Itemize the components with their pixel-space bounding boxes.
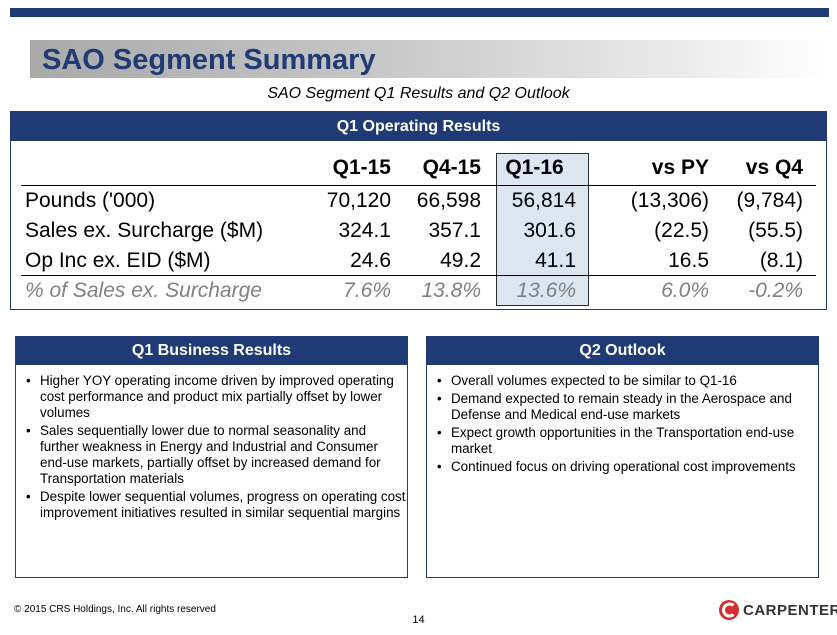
business-results-panel: Q1 Business Results • Higher YOY operatin… xyxy=(15,336,408,578)
bullet-icon: • xyxy=(437,391,442,406)
table-cell: (8.1) xyxy=(759,249,803,272)
list-item: • Overall volumes expected to be similar … xyxy=(437,373,737,388)
row-label-pct-sales: % of Sales ex. Surcharge xyxy=(25,279,262,302)
col-header-vs-q4: vs Q4 xyxy=(745,156,803,179)
table-row: Pounds ('000) 70,120 66,598 56,814 (13,3… xyxy=(11,186,826,216)
q2-outlook-panel: Q2 Outlook • Overall volumes expected to … xyxy=(426,336,819,578)
list-item: • Sales sequentially lower due to normal … xyxy=(26,423,381,486)
table-cell: (13,306) xyxy=(630,189,709,212)
table-cell: 13.8% xyxy=(421,279,481,302)
list-item: • Demand expected to remain steady in the… xyxy=(437,391,792,422)
table-cell: 357.1 xyxy=(428,219,481,242)
table-cell: 6.0% xyxy=(661,279,709,302)
row-label-pounds: Pounds ('000) xyxy=(25,189,156,212)
table-cell: 49.2 xyxy=(440,249,481,272)
table-cell: 16.5 xyxy=(668,249,709,272)
page-number: 14 xyxy=(412,614,425,626)
list-item: • Continued focus on driving operational … xyxy=(437,459,796,474)
col-header-q4-15: Q4-15 xyxy=(422,156,481,179)
top-accent-bar xyxy=(10,8,829,17)
title-banner: SAO Segment Summary xyxy=(30,40,828,78)
column-header-row: Q1-15 Q4-15 Q1-16 vs PY vs Q4 xyxy=(11,150,826,186)
results-grid: Q1-15 Q4-15 Q1-16 vs PY vs Q4 Pounds ('0… xyxy=(11,150,826,306)
q2-outlook-list: • Overall volumes expected to be similar … xyxy=(427,373,818,475)
col-header-q1-16: Q1-16 xyxy=(505,156,564,179)
copyright-notice: © 2015 CRS Holdings, Inc. All rights res… xyxy=(14,604,216,615)
header-rule xyxy=(21,185,816,186)
q2-outlook-header: Q2 Outlook xyxy=(427,337,818,365)
row-label-sales: Sales ex. Surcharge ($M) xyxy=(25,219,264,242)
page-title: SAO Segment Summary xyxy=(42,44,376,76)
list-item: • Despite lower sequential volumes, progr… xyxy=(26,489,406,520)
carpenter-logo-icon xyxy=(719,600,739,620)
table-cell: 56,814 xyxy=(511,189,576,212)
operating-results-table: Q1 Operating Results Q1-15 Q4-15 Q1-16 v… xyxy=(10,111,827,310)
table-cell: 70,120 xyxy=(326,189,391,212)
list-item: • Expect growth opportunities in the Tran… xyxy=(437,425,795,456)
table-cell: 13.6% xyxy=(516,279,576,302)
table-row: % of Sales ex. Surcharge 7.6% 13.8% 13.6… xyxy=(11,276,826,306)
table-row: Sales ex. Surcharge ($M) 324.1 357.1 301… xyxy=(11,216,826,246)
table-row: Op Inc ex. EID ($M) 24.6 49.2 41.1 16.5 … xyxy=(11,246,826,276)
bullet-icon: • xyxy=(437,425,442,440)
page-subtitle: SAO Segment Q1 Results and Q2 Outlook xyxy=(267,85,570,102)
list-item: • Higher YOY operating income driven by i… xyxy=(26,373,394,420)
col-header-q1-15: Q1-15 xyxy=(332,156,391,179)
table-cell: 41.1 xyxy=(535,249,576,272)
table-cell: (55.5) xyxy=(748,219,803,242)
table-cell: 24.6 xyxy=(350,249,391,272)
bullet-icon: • xyxy=(26,373,31,388)
carpenter-logo: CARPENTER xyxy=(718,599,837,621)
table-cell: (22.5) xyxy=(654,219,709,242)
business-results-header: Q1 Business Results xyxy=(16,337,407,365)
table-cell: (9,784) xyxy=(736,189,803,212)
pct-rule xyxy=(21,275,816,276)
business-results-list: • Higher YOY operating income driven by i… xyxy=(16,373,407,521)
bullet-icon: • xyxy=(26,423,31,438)
bullet-icon: • xyxy=(437,459,442,474)
bullet-icon: • xyxy=(26,489,31,504)
operating-results-header: Q1 Operating Results xyxy=(11,112,826,141)
col-header-vs-py: vs PY xyxy=(651,156,709,179)
bullet-icon: • xyxy=(437,373,442,388)
table-cell: 7.6% xyxy=(343,279,391,302)
row-label-op-inc: Op Inc ex. EID ($M) xyxy=(25,249,211,272)
brand-name: CARPENTER xyxy=(743,601,837,619)
table-cell: 301.6 xyxy=(523,219,576,242)
q1-16-highlight-column xyxy=(496,153,589,306)
table-cell: 66,598 xyxy=(416,189,481,212)
table-cell: -0.2% xyxy=(748,279,803,302)
table-cell: 324.1 xyxy=(338,219,391,242)
